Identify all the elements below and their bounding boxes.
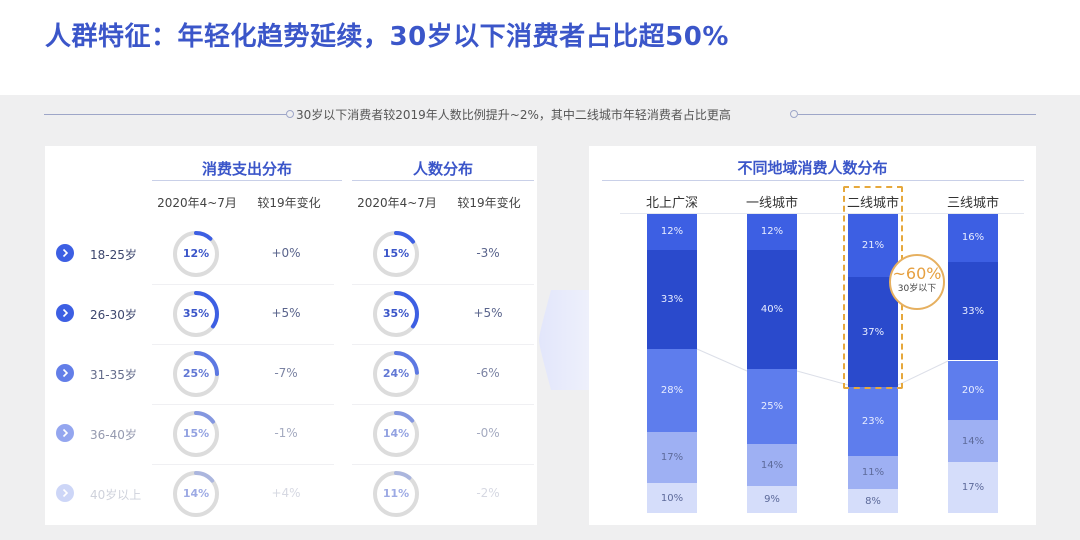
row-expand-icon[interactable]	[56, 244, 74, 262]
under30-callout: ~60% 30岁以下	[889, 254, 945, 310]
bar-segment: 33%	[948, 261, 998, 361]
page-title: 人群特征：年轻化趋势延续，30岁以下消费者占比超50%	[45, 22, 729, 52]
bar-segment: 12%	[647, 214, 697, 250]
bar-segment: 37%	[848, 276, 898, 388]
spending-donut: 12%	[172, 230, 220, 278]
people-donut: 15%	[372, 230, 420, 278]
donut-value: 12%	[182, 247, 210, 260]
people-donut: 35%	[372, 290, 420, 338]
region-category-label: 三线城市	[946, 196, 999, 211]
spending-change: -1%	[274, 426, 298, 440]
bar-segment: 8%	[848, 489, 898, 513]
row-divider	[352, 464, 534, 465]
people-col-period: 2020年4~7月	[357, 196, 437, 210]
region-header-divider	[620, 213, 1024, 214]
people-donut: 24%	[372, 350, 420, 398]
spending-change: +0%	[271, 246, 301, 260]
bar-segment: 16%	[948, 214, 998, 262]
subtitle-divider-left	[44, 114, 286, 115]
age-group-label: 18-25岁	[90, 248, 137, 262]
age-group-label: 26-30岁	[90, 308, 137, 322]
row-divider	[152, 344, 334, 345]
age-distribution-panel	[45, 146, 537, 525]
bar-segment: 10%	[647, 483, 697, 513]
bar-segment: 20%	[948, 360, 998, 421]
row-divider	[352, 284, 534, 285]
region-category-label: 北上广深	[645, 196, 698, 211]
subtitle-divider-right	[798, 114, 1036, 115]
region-title-divider	[602, 180, 1024, 181]
region-chart-title: 不同地域消费人数分布	[737, 159, 888, 177]
people-donut: 11%	[372, 470, 420, 518]
donut-value: 14%	[382, 427, 410, 440]
people-donut: 14%	[372, 410, 420, 458]
panel-connector-arrow	[539, 290, 589, 390]
row-divider	[152, 464, 334, 465]
spending-col-change: 较19年变化	[257, 196, 321, 210]
age-group-label: 36-40岁	[90, 428, 137, 442]
spending-donut: 14%	[172, 470, 220, 518]
people-change: -3%	[476, 246, 500, 260]
region-category-label: 一线城市	[745, 196, 798, 211]
region-category-label: 二线城市	[846, 196, 899, 211]
row-divider	[352, 344, 534, 345]
subtitle: 30岁以下消费者较2019年人数比例提升~2%，其中二线城市年轻消费者占比更高	[296, 108, 731, 122]
row-divider	[152, 404, 334, 405]
bar-segment: 12%	[747, 214, 797, 250]
age-group-label: 31-35岁	[90, 368, 137, 382]
people-col-change: 较19年变化	[457, 196, 521, 210]
bar-segment: 17%	[647, 432, 697, 484]
spending-donut: 35%	[172, 290, 220, 338]
row-divider	[152, 284, 334, 285]
spending-col-period: 2020年4~7月	[157, 196, 237, 210]
row-divider	[352, 404, 534, 405]
subtitle-dot-right	[790, 110, 798, 118]
people-change: -0%	[476, 426, 500, 440]
donut-value: 15%	[182, 427, 210, 440]
bar-segment: 17%	[948, 462, 998, 513]
row-expand-icon[interactable]	[56, 484, 74, 502]
row-expand-icon[interactable]	[56, 424, 74, 442]
age-group-label: 40岁以上	[90, 488, 142, 502]
donut-value: 11%	[382, 487, 410, 500]
donut-value: 24%	[382, 367, 410, 380]
spending-donut: 15%	[172, 410, 220, 458]
spending-section-title: 消费支出分布	[201, 160, 292, 178]
spending-section-divider	[152, 180, 342, 181]
bar-segment: 28%	[647, 348, 697, 433]
donut-value: 25%	[182, 367, 210, 380]
bar-segment: 14%	[747, 444, 797, 487]
bar-segment: 33%	[647, 249, 697, 349]
bar-segment: 11%	[848, 456, 898, 490]
donut-value: 14%	[182, 487, 210, 500]
spending-donut: 25%	[172, 350, 220, 398]
people-change: +5%	[473, 306, 503, 320]
callout-value: ~60%	[892, 264, 942, 283]
row-expand-icon[interactable]	[56, 304, 74, 322]
spending-change: +4%	[271, 486, 301, 500]
donut-value: 35%	[382, 307, 410, 320]
row-expand-icon[interactable]	[56, 364, 74, 382]
people-change: -6%	[476, 366, 500, 380]
people-section-title: 人数分布	[412, 160, 473, 178]
subtitle-dot-left	[286, 110, 294, 118]
donut-value: 35%	[182, 307, 210, 320]
people-change: -2%	[476, 486, 500, 500]
bar-segment: 23%	[848, 387, 898, 457]
bar-segment: 9%	[747, 486, 797, 513]
spending-change: +5%	[271, 306, 301, 320]
people-section-divider	[352, 180, 534, 181]
callout-label: 30岁以下	[897, 284, 937, 294]
bar-segment: 14%	[948, 420, 998, 463]
donut-value: 15%	[382, 247, 410, 260]
bar-segment: 40%	[747, 249, 797, 370]
bar-segment: 25%	[747, 369, 797, 445]
bar-segment: 21%	[848, 214, 898, 277]
spending-change: -7%	[274, 366, 298, 380]
